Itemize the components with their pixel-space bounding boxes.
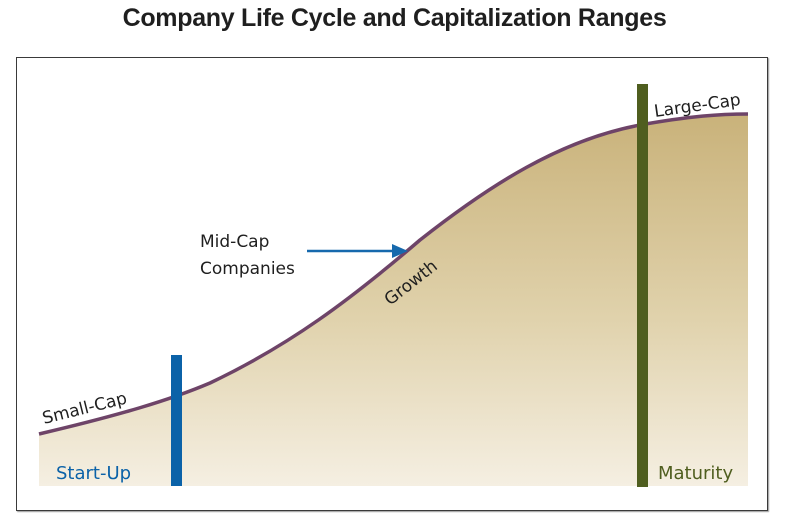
mid-cap-arrow-icon bbox=[392, 244, 408, 258]
growth-area bbox=[39, 114, 748, 486]
start-up-label: Start-Up bbox=[56, 463, 131, 484]
mid-cap-label-line2: Companies bbox=[200, 259, 295, 279]
maturity-divider-bar bbox=[637, 84, 648, 487]
startup-divider-bar bbox=[171, 355, 182, 486]
maturity-label: Maturity bbox=[658, 463, 733, 484]
mid-cap-label-line1: Mid-Cap bbox=[200, 232, 269, 252]
chart-title: Company Life Cycle and Capitalization Ra… bbox=[122, 4, 667, 32]
